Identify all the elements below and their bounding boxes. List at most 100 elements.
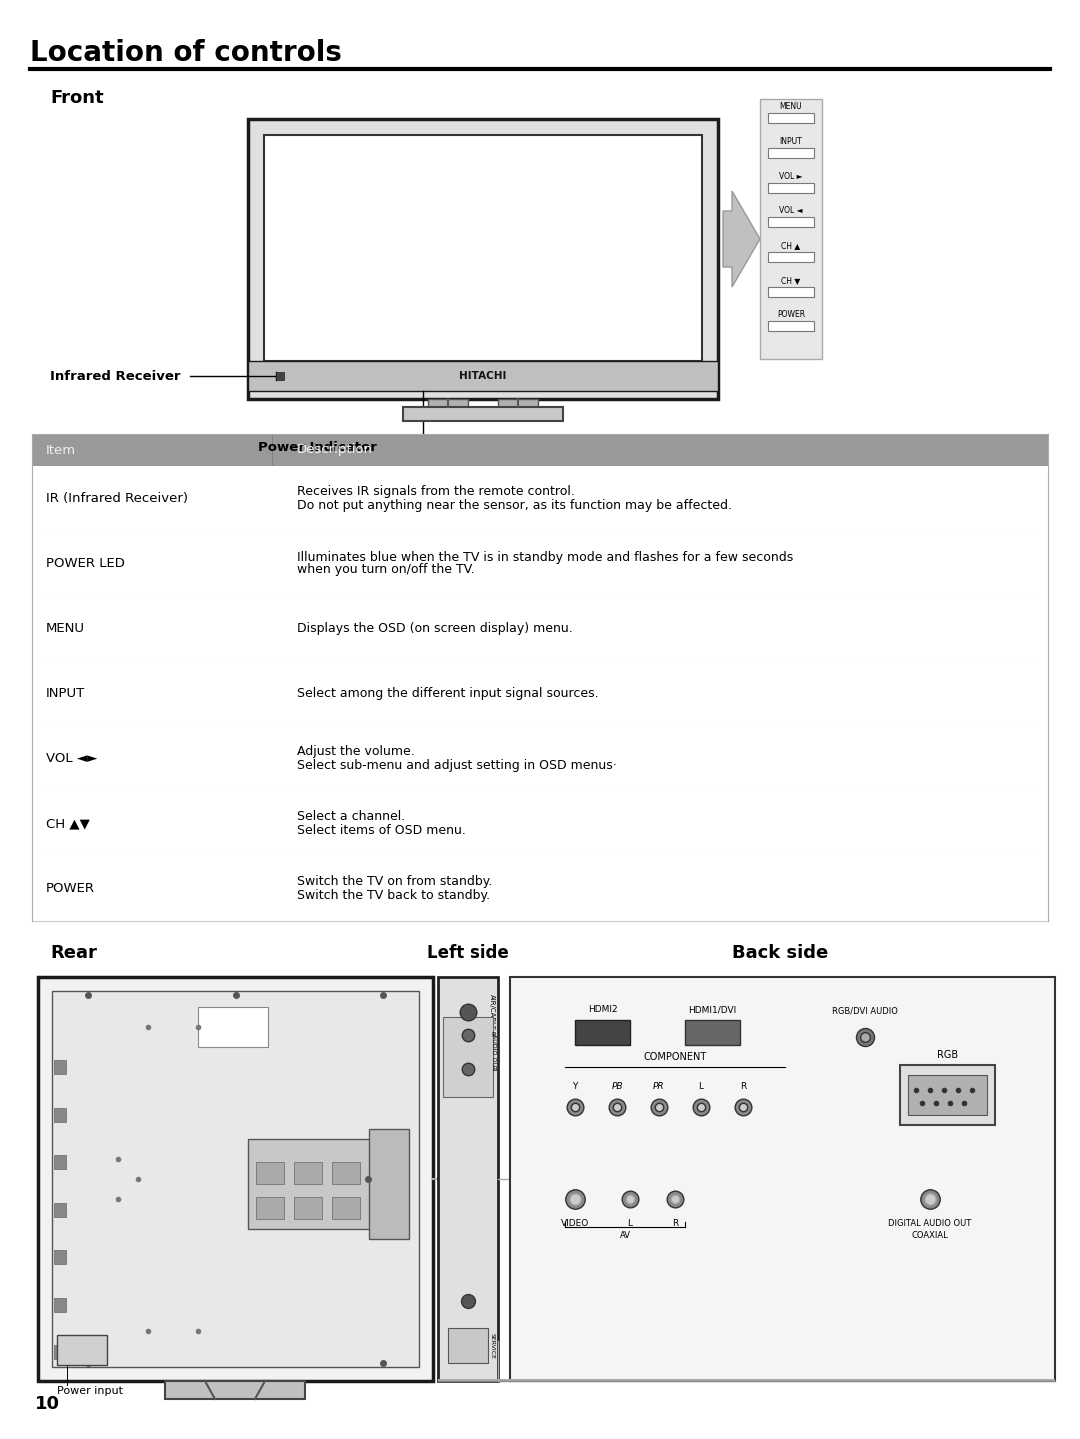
- Bar: [32, 531, 1048, 596]
- Text: Switch the TV back to standby.: Switch the TV back to standby.: [297, 888, 490, 901]
- Bar: [768, 321, 814, 331]
- Bar: [57, 1335, 107, 1366]
- Text: POWER: POWER: [46, 882, 95, 895]
- Text: Illuminates blue when the TV is in standby mode and flashes for a few seconds: Illuminates blue when the TV is in stand…: [297, 551, 793, 564]
- Text: POWER: POWER: [777, 311, 805, 319]
- Bar: [264, 135, 702, 361]
- Bar: [38, 977, 433, 1381]
- Bar: [54, 1298, 66, 1311]
- Text: Switch the TV on from standby.: Switch the TV on from standby.: [297, 875, 492, 888]
- Text: COMPONENT: COMPONENT: [644, 1052, 706, 1062]
- Text: Item: Item: [46, 443, 76, 456]
- Bar: [248, 1140, 378, 1229]
- Bar: [438, 977, 498, 1381]
- Bar: [248, 119, 718, 399]
- Text: Left side: Left side: [427, 944, 509, 963]
- Text: IR (Infrared Receiver): IR (Infrared Receiver): [46, 492, 188, 505]
- Text: VIDEO: VIDEO: [561, 1219, 589, 1227]
- Bar: [768, 183, 814, 193]
- Bar: [256, 1197, 284, 1219]
- Text: Do not put anything near the sensor, as its function may be affected.: Do not put anything near the sensor, as …: [297, 498, 732, 511]
- Bar: [54, 1108, 66, 1121]
- Text: L: L: [699, 1082, 703, 1091]
- Text: VOL ◄: VOL ◄: [780, 206, 802, 216]
- Bar: [198, 1007, 268, 1048]
- Text: Infrared Receiver: Infrared Receiver: [50, 370, 180, 383]
- Bar: [54, 1156, 66, 1168]
- Text: when you turn on/off the TV.: when you turn on/off the TV.: [297, 564, 474, 577]
- Bar: [54, 1061, 66, 1073]
- Text: Select a channel.: Select a channel.: [297, 810, 405, 823]
- Text: AUDIO OUT: AUDIO OUT: [491, 1035, 496, 1071]
- Text: VOL ►: VOL ►: [780, 171, 802, 181]
- Text: Receives IR signals from the remote control.: Receives IR signals from the remote cont…: [297, 485, 575, 498]
- Text: Select sub-menu and adjust setting in OSD menus·: Select sub-menu and adjust setting in OS…: [297, 758, 617, 771]
- Bar: [768, 286, 814, 296]
- Text: HDMI2: HDMI2: [588, 1006, 618, 1014]
- Bar: [294, 1197, 322, 1219]
- Bar: [510, 977, 1055, 1381]
- Text: PR: PR: [653, 1082, 665, 1091]
- Bar: [32, 661, 1048, 727]
- Bar: [54, 1250, 66, 1263]
- Bar: [685, 1020, 740, 1045]
- Bar: [276, 373, 284, 380]
- Text: Description: Description: [297, 443, 373, 456]
- Text: SERVICE: SERVICE: [490, 1333, 495, 1358]
- Text: RGB: RGB: [937, 1050, 958, 1061]
- Bar: [760, 99, 822, 358]
- Text: Rear: Rear: [50, 944, 97, 963]
- Bar: [369, 1130, 409, 1239]
- Text: DIGITAL AUDIO OUT: DIGITAL AUDIO OUT: [889, 1219, 972, 1227]
- Bar: [908, 1075, 987, 1115]
- Text: MENU: MENU: [46, 622, 85, 635]
- Bar: [165, 1381, 305, 1399]
- Text: AV: AV: [620, 1230, 631, 1240]
- Bar: [768, 114, 814, 124]
- Text: MENU: MENU: [780, 102, 802, 111]
- Text: COAXIAL: COAXIAL: [912, 1230, 948, 1240]
- Bar: [768, 148, 814, 158]
- Bar: [438, 1379, 1055, 1381]
- Text: Location of controls: Location of controls: [30, 39, 342, 68]
- Bar: [428, 399, 468, 407]
- Text: AIR/CABLE: AIR/CABLE: [489, 994, 495, 1030]
- Bar: [900, 1065, 995, 1125]
- Bar: [32, 435, 1048, 466]
- Text: Displays the OSD (on screen display) menu.: Displays the OSD (on screen display) men…: [297, 622, 572, 635]
- Text: CH ▲▼: CH ▲▼: [46, 817, 90, 830]
- Text: Select items of OSD menu.: Select items of OSD menu.: [297, 823, 465, 836]
- Bar: [32, 791, 1048, 856]
- Text: Power input: Power input: [57, 1386, 123, 1396]
- Text: HITACHI: HITACHI: [459, 371, 507, 381]
- Bar: [32, 727, 1048, 791]
- Text: 10: 10: [35, 1394, 60, 1413]
- Text: CH ▲: CH ▲: [781, 240, 800, 250]
- Text: INPUT: INPUT: [46, 686, 85, 699]
- Bar: [54, 1345, 66, 1358]
- Text: Adjust the volume.: Adjust the volume.: [297, 745, 415, 758]
- Text: Power Indicator: Power Indicator: [258, 440, 377, 453]
- Bar: [448, 1328, 488, 1363]
- Polygon shape: [723, 191, 760, 286]
- Text: PB: PB: [611, 1082, 623, 1091]
- Bar: [52, 991, 419, 1367]
- Bar: [32, 856, 1048, 921]
- Bar: [768, 217, 814, 227]
- Text: CH ▼: CH ▼: [781, 276, 800, 285]
- Bar: [768, 252, 814, 262]
- Text: RGB/DVI AUDIO: RGB/DVI AUDIO: [832, 1006, 897, 1014]
- Bar: [54, 1203, 66, 1216]
- Text: R: R: [491, 1032, 496, 1038]
- Bar: [294, 1163, 322, 1184]
- Text: L: L: [627, 1219, 633, 1227]
- Text: Back side: Back side: [732, 944, 828, 963]
- Bar: [256, 1163, 284, 1184]
- Bar: [332, 1163, 360, 1184]
- Text: INPUT: INPUT: [780, 137, 802, 145]
- Bar: [248, 361, 718, 391]
- Text: HDMI1/DVI: HDMI1/DVI: [688, 1006, 737, 1014]
- Bar: [575, 1020, 630, 1045]
- Text: R: R: [672, 1219, 678, 1227]
- Text: VOL ◄►: VOL ◄►: [46, 753, 97, 766]
